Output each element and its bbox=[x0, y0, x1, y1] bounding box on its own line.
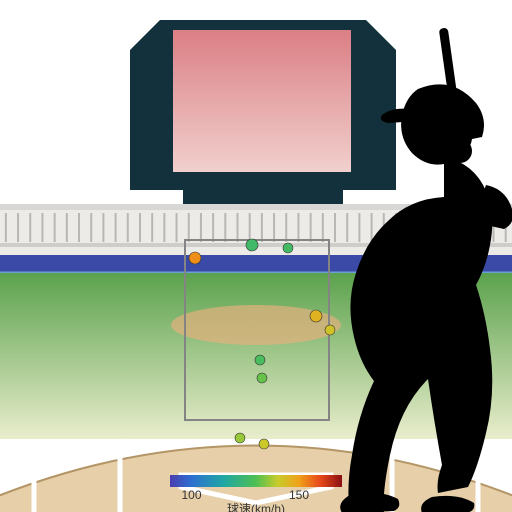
pitch-marker bbox=[283, 243, 293, 253]
legend-tick: 100 bbox=[181, 488, 201, 502]
pitch-location-chart: 100 150 球速(km/h) bbox=[0, 0, 512, 512]
pitch-marker bbox=[246, 239, 258, 251]
pitch-marker bbox=[257, 373, 267, 383]
data-overlay: 100 150 球速(km/h) bbox=[0, 0, 512, 512]
pitch-marker bbox=[235, 433, 245, 443]
pitch-marker bbox=[255, 355, 265, 365]
legend-tick: 150 bbox=[289, 488, 309, 502]
pitch-marker bbox=[259, 439, 269, 449]
pitch-marker bbox=[310, 310, 322, 322]
batter-silhouette bbox=[340, 28, 512, 512]
velocity-legend-bar bbox=[170, 475, 342, 487]
pitch-marker bbox=[325, 325, 335, 335]
pitch-marker bbox=[189, 252, 201, 264]
strike-zone bbox=[185, 240, 329, 420]
legend-axis-label: 球速(km/h) bbox=[227, 502, 285, 512]
